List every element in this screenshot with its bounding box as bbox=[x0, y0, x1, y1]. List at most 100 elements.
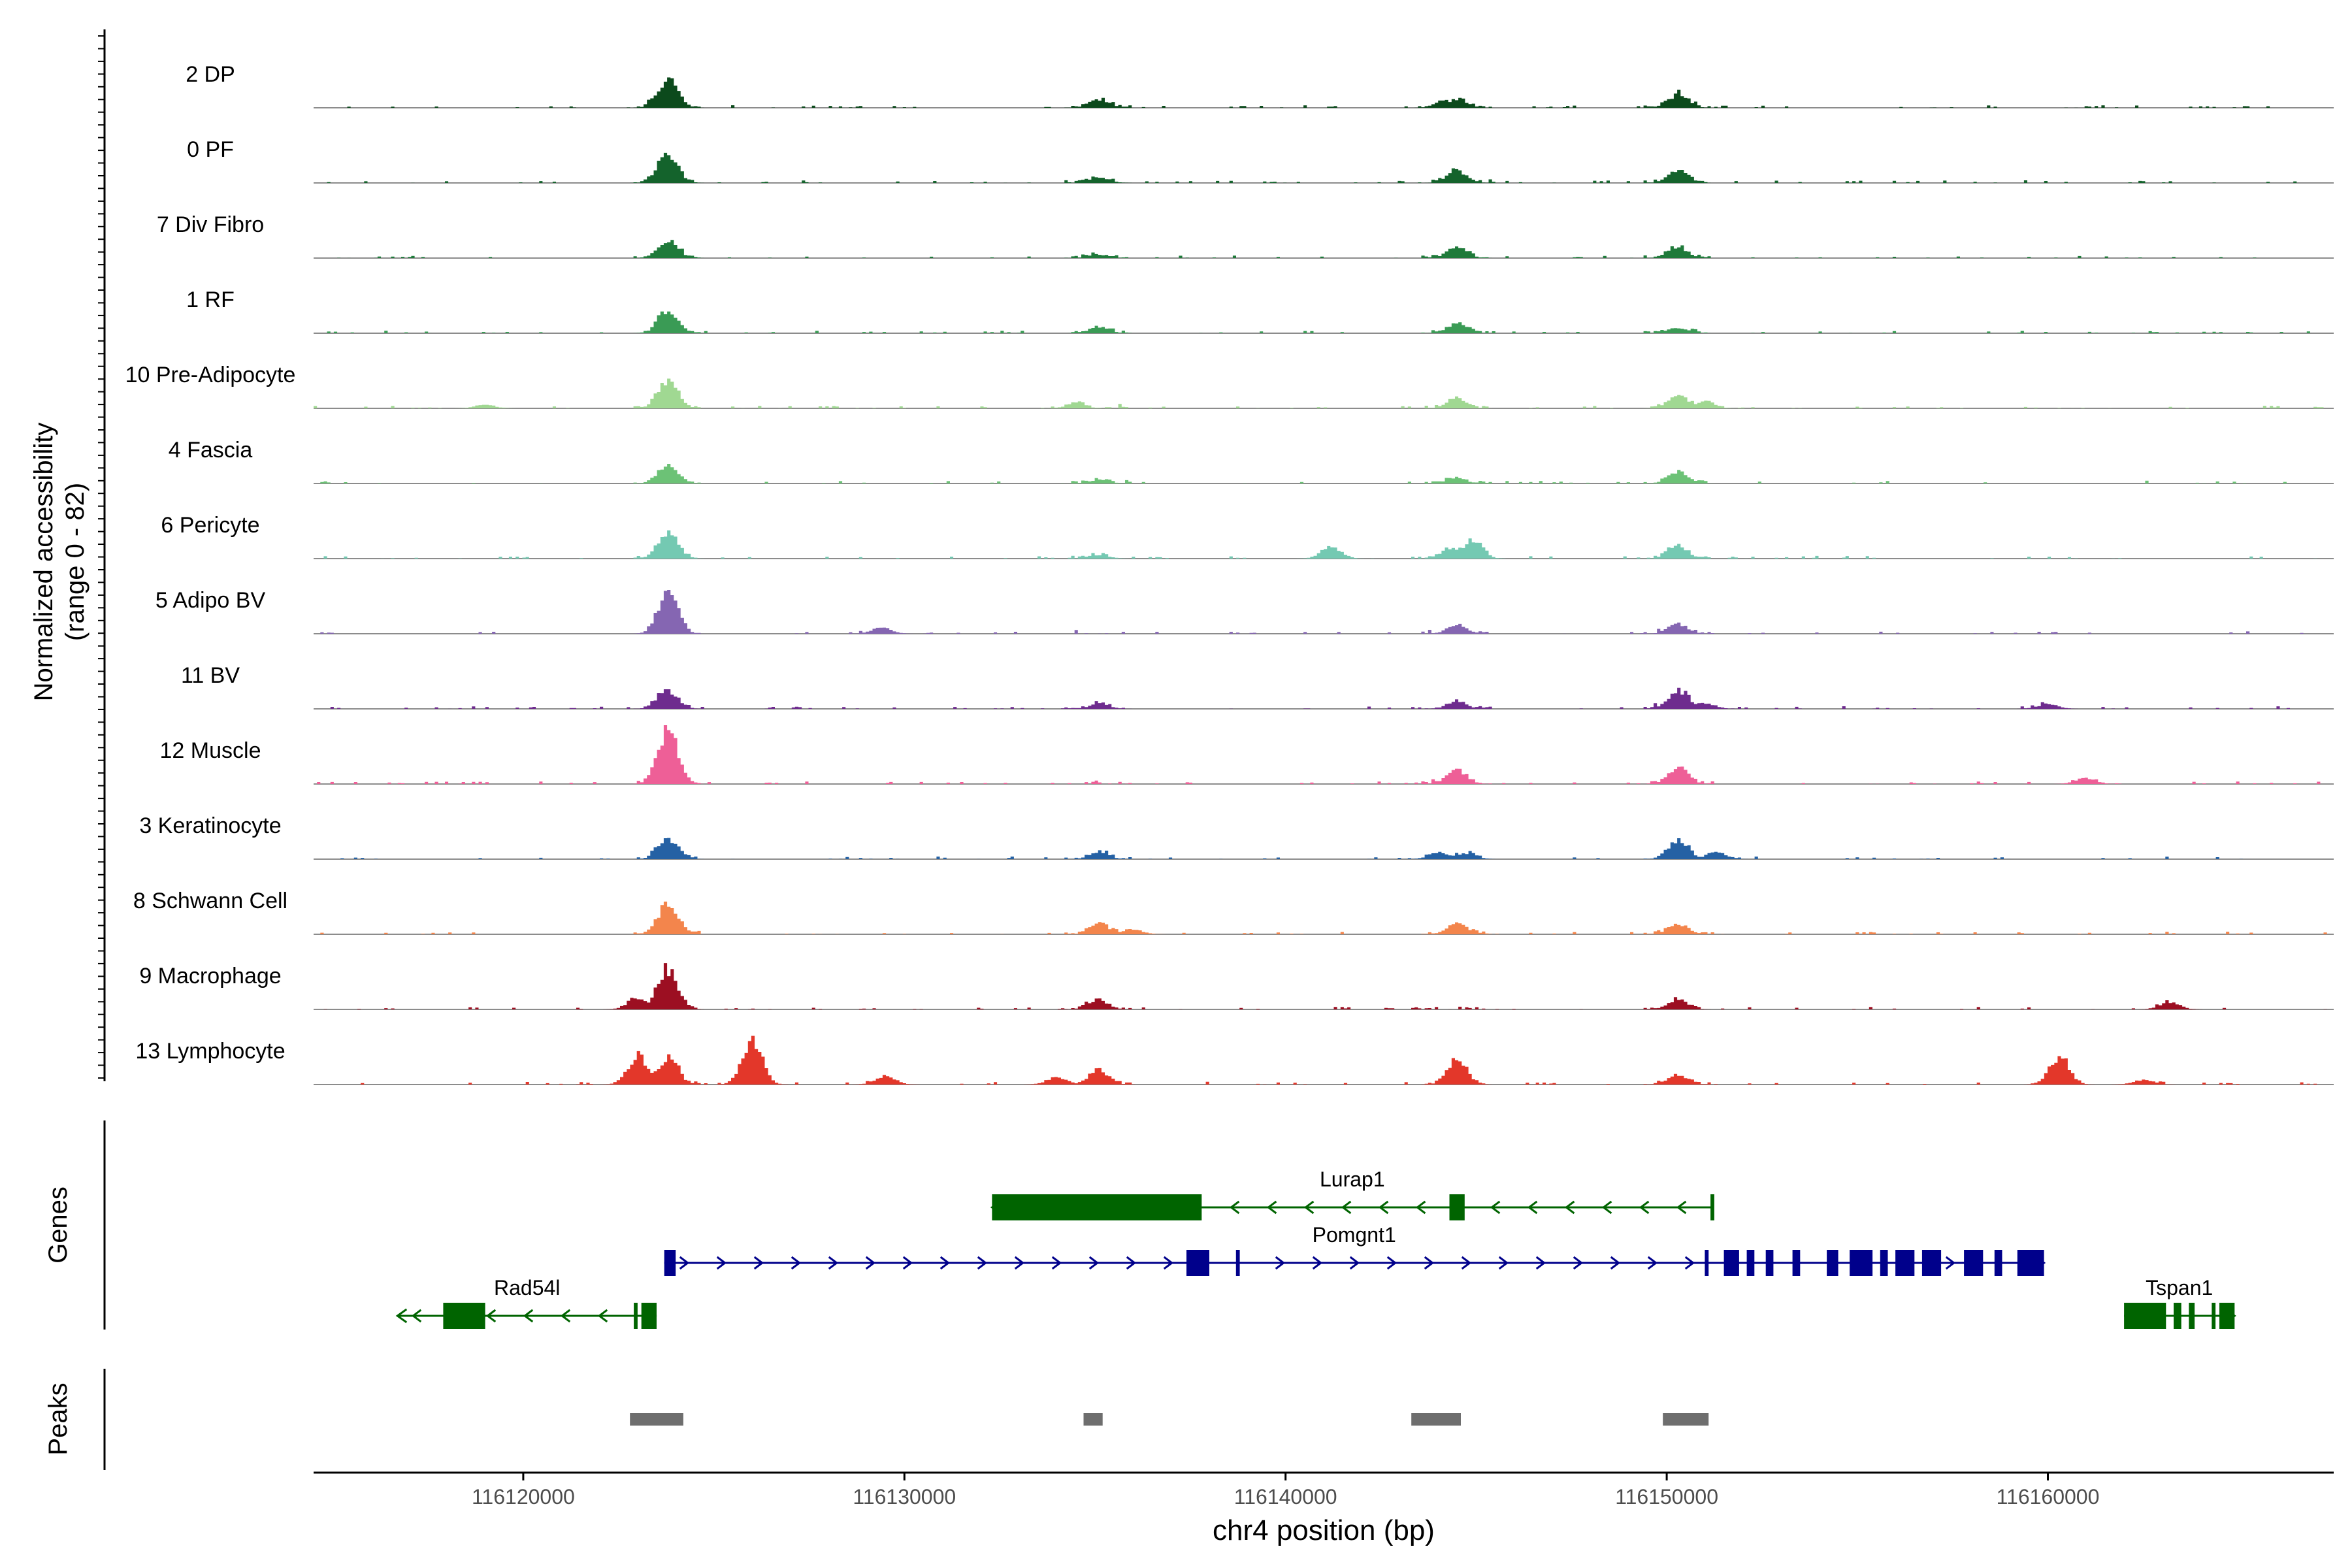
strand-arrow bbox=[1275, 1256, 1286, 1270]
track-label: 0 PF bbox=[187, 137, 234, 162]
gene-exon bbox=[1235, 1250, 1240, 1276]
gene-name: Tspan1 bbox=[2146, 1276, 2213, 1299]
coverage-track: 9 Macrophage bbox=[139, 963, 2334, 1010]
gene-exon bbox=[1792, 1250, 1801, 1276]
coverage-track: 11 BV bbox=[181, 663, 2334, 710]
track-label: 9 Macrophage bbox=[139, 964, 281, 988]
coverage-area bbox=[314, 725, 2334, 784]
coverage-track: 1 RF bbox=[186, 287, 2334, 334]
strand-arrow bbox=[560, 1309, 571, 1323]
coverage-track: 6 Pericyte bbox=[161, 513, 2334, 559]
strand-arrow bbox=[1490, 1200, 1501, 1215]
strand-arrow bbox=[523, 1309, 534, 1323]
gene-exon bbox=[2124, 1303, 2166, 1329]
gene-exon bbox=[1895, 1250, 1915, 1276]
strand-arrow bbox=[1312, 1256, 1323, 1270]
strand-arrow bbox=[1527, 1200, 1538, 1215]
gene-exon bbox=[1186, 1250, 1209, 1276]
strand-arrow bbox=[1088, 1256, 1100, 1270]
strand-arrow bbox=[1639, 1200, 1650, 1215]
coverage-track: 0 PF bbox=[187, 137, 2334, 184]
gene-exon bbox=[664, 1250, 676, 1276]
peaks-y-axis-label: Peaks bbox=[44, 1382, 73, 1455]
gene-exon bbox=[992, 1194, 1202, 1220]
track-label: 12 Muscle bbox=[160, 738, 261, 763]
coverage-track: 7 Div Fibro bbox=[157, 212, 2334, 259]
strand-arrow bbox=[1386, 1256, 1397, 1270]
strand-arrow bbox=[1415, 1200, 1426, 1215]
track-label: 11 BV bbox=[181, 663, 240, 688]
strand-arrow bbox=[1945, 1256, 1956, 1270]
gene-model: Tspan1 bbox=[2124, 1276, 2236, 1329]
gene-exon bbox=[634, 1303, 638, 1329]
x-tick-label: 116120000 bbox=[472, 1485, 575, 1509]
strand-arrow bbox=[1266, 1200, 1277, 1215]
x-axis: 116120000 116130000 116140000 116150000 1161… bbox=[314, 1471, 2334, 1546]
gene-exon bbox=[1705, 1250, 1709, 1276]
coverage-area bbox=[314, 464, 2334, 483]
track-label: 5 Adipo BV bbox=[155, 588, 266, 613]
gene-exon bbox=[641, 1303, 657, 1329]
peak-region bbox=[1411, 1413, 1461, 1426]
coverage-area bbox=[314, 240, 2334, 258]
peak-region bbox=[1663, 1413, 1709, 1426]
gene-model: Rad54l bbox=[395, 1276, 657, 1329]
gene-exon bbox=[2219, 1303, 2235, 1329]
strand-arrow bbox=[716, 1256, 727, 1270]
gene-exon bbox=[443, 1303, 485, 1329]
track-label: 8 Schwann Cell bbox=[133, 889, 287, 913]
gene-exon bbox=[1850, 1250, 1873, 1276]
gene-exon bbox=[1746, 1250, 1755, 1276]
coverage-area bbox=[314, 1036, 2334, 1085]
peak-region bbox=[1083, 1413, 1103, 1426]
strand-arrow bbox=[828, 1256, 839, 1270]
strand-arrow bbox=[1303, 1200, 1315, 1215]
coverage-track: 12 Muscle bbox=[160, 725, 2334, 785]
strand-arrow bbox=[1601, 1200, 1612, 1215]
strand-arrow bbox=[1610, 1256, 1621, 1270]
coverage-area bbox=[314, 590, 2334, 634]
strand-arrow bbox=[1051, 1256, 1062, 1270]
peak-region bbox=[630, 1413, 683, 1426]
coverage-track: 10 Pre-Adipocyte bbox=[125, 363, 2334, 409]
coverage-area bbox=[314, 311, 2334, 333]
strand-arrow-end bbox=[395, 1308, 408, 1324]
x-tick-label: 116150000 bbox=[1615, 1485, 1718, 1509]
gene-model: Lurap1 bbox=[990, 1168, 1714, 1220]
gene-name: Rad54l bbox=[494, 1276, 560, 1299]
track-label: 7 Div Fibro bbox=[157, 212, 264, 237]
genes-panel: Genes Lurap1 Pomgnt1 Rad54l Tspan1 bbox=[44, 1120, 2236, 1330]
gene-exon bbox=[2189, 1303, 2195, 1329]
coverage-track: 13 Lymphocyte bbox=[135, 1036, 2334, 1085]
gene-model: Pomgnt1 bbox=[664, 1223, 2046, 1276]
strand-arrow bbox=[1647, 1256, 1658, 1270]
coverage-track: 5 Adipo BV bbox=[155, 588, 2334, 634]
gene-exon bbox=[2017, 1250, 2044, 1276]
strand-arrow bbox=[977, 1256, 988, 1270]
strand-arrow bbox=[1424, 1256, 1435, 1270]
coverage-area bbox=[314, 963, 2334, 1009]
strand-arrow bbox=[1498, 1256, 1509, 1270]
coverage-track: 8 Schwann Cell bbox=[133, 889, 2334, 935]
coverage-panel: Normalized accessibility (range 0 - 82) … bbox=[29, 29, 2334, 1085]
gene-exon bbox=[1449, 1194, 1465, 1220]
coverage-area bbox=[314, 152, 2334, 183]
gene-exon bbox=[2174, 1303, 2181, 1329]
coverage-area bbox=[314, 530, 2334, 559]
coverage-area bbox=[314, 902, 2334, 934]
strand-arrow bbox=[411, 1309, 422, 1323]
strand-arrow bbox=[1014, 1256, 1025, 1270]
strand-arrow bbox=[597, 1309, 608, 1323]
x-axis-ticks: 116120000 116130000 116140000 116150000 1161… bbox=[472, 1473, 2099, 1509]
gene-exon bbox=[1880, 1250, 1888, 1276]
gene-exon bbox=[1827, 1250, 1838, 1276]
coverage-y-axis-ticks bbox=[98, 35, 105, 1079]
gene-exon bbox=[1723, 1250, 1739, 1276]
strand-arrow bbox=[1564, 1200, 1575, 1215]
strand-arrow bbox=[865, 1256, 876, 1270]
strand-arrow bbox=[1349, 1256, 1360, 1270]
strand-arrow bbox=[1573, 1256, 1584, 1270]
coverage-y-axis-label-line2: (range 0 - 82) bbox=[61, 483, 90, 641]
gene-name: Lurap1 bbox=[1320, 1168, 1385, 1191]
coverage-tracks: 2 DP 0 PF 7 Div Fibro 1 RF 10 Pre-Adipocyte 4… bbox=[125, 62, 2334, 1085]
